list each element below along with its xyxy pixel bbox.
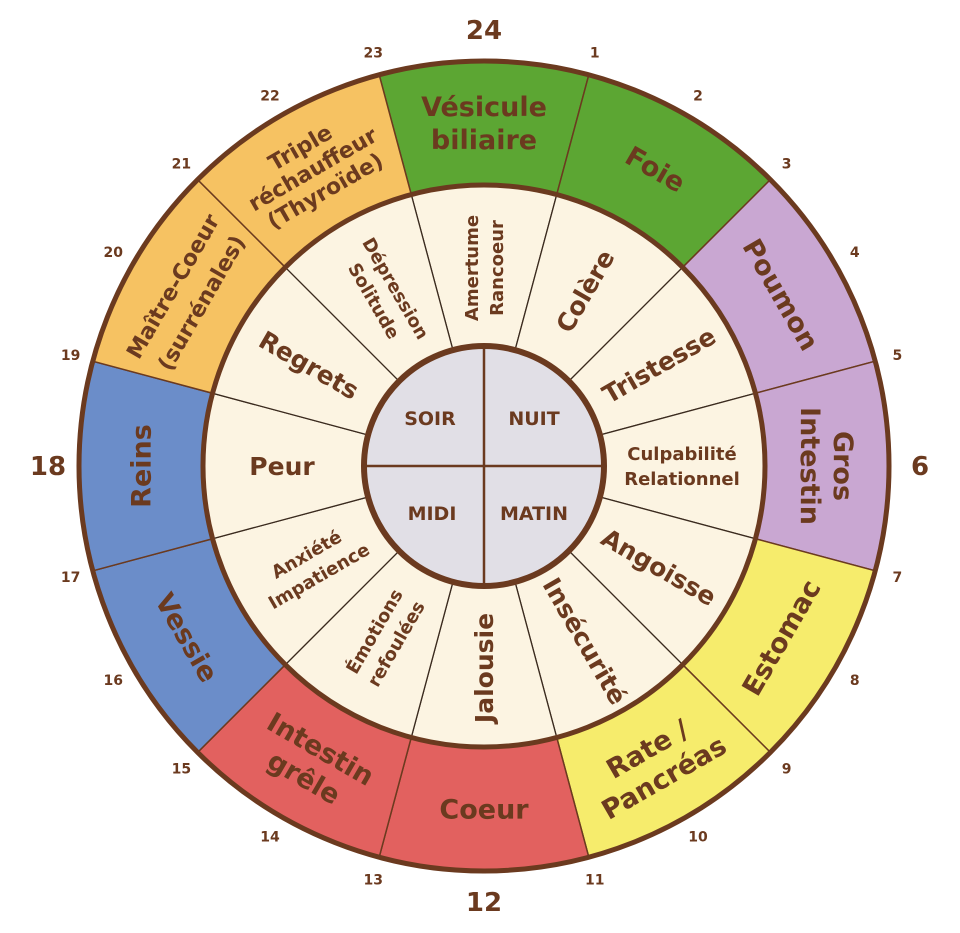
emotion-colere-segment: Colère: [514, 193, 684, 383]
hour-label-11: 11: [585, 872, 604, 888]
period-soir: SOIR: [404, 408, 456, 430]
emotion-peur-label: Peur: [249, 452, 315, 481]
emotion-angoisse-segment: Angoisse: [567, 496, 757, 666]
emotion-ring: Amertume Rancoeur ColèreTristesseCulpabili…: [200, 182, 768, 750]
emotion-culpabilite-relationnel-label-line: Culpabilité: [627, 444, 736, 465]
period-nuit: NUIT: [508, 408, 559, 430]
emotion-jalousie-label-line: Jalousie: [470, 613, 499, 725]
hour-label-6: 6: [911, 452, 929, 482]
organ-reins-label: Reins: [127, 424, 158, 508]
emotion-depression-solitude-segment: DépressionSolitude: [284, 193, 454, 383]
hour-label-7: 7: [893, 570, 903, 586]
hour-label-23: 23: [363, 46, 382, 62]
hour-label-15: 15: [172, 762, 191, 778]
hour-label-9: 9: [782, 762, 792, 778]
hour-label-22: 22: [260, 88, 279, 104]
organ-reins-segment: Reins: [78, 360, 214, 572]
hour-label-16: 16: [104, 673, 123, 689]
emotion-amertume-rancoeur-label-line: Rancoeur: [487, 220, 508, 316]
emotion-amertume-rancoeur-label-line: Amertume: [462, 215, 483, 321]
emotion-culpabilite-relationnel-label-line: Relationnel: [624, 469, 740, 490]
emotion-culpabilite-relationnel-label: Culpabilité Relationnel: [624, 444, 740, 490]
emotion-jalousie-segment: Jalousie: [410, 581, 558, 748]
middle-ring-border: [200, 182, 768, 750]
center-period-circle: SOIR NUIT MIDI MATIN: [361, 343, 607, 589]
outer-ring-border: [76, 58, 892, 874]
emotion-tristesse-segment: Tristesse: [567, 266, 757, 436]
hour-label-20: 20: [104, 245, 124, 261]
emotion-jalousie-label: Jalousie: [470, 613, 499, 725]
hour-label-8: 8: [850, 673, 860, 689]
organ-coeur-label: Coeur: [439, 795, 529, 826]
hour-label-2: 2: [693, 88, 703, 104]
organ-vesicule-biliaire-label-line: Vésicule: [421, 92, 547, 123]
hour-label-19: 19: [61, 348, 80, 364]
period-midi: MIDI: [408, 503, 457, 525]
hour-label-12: 12: [466, 888, 502, 918]
emotion-emotions-refoulees-segment: Émotionsrefoulées: [284, 549, 454, 739]
organ-gros-intestin-label: GrosIntestin: [794, 407, 858, 525]
period-matin: MATIN: [500, 503, 568, 525]
organ-vesicule-biliaire-label-line: biliaire: [431, 125, 537, 156]
organ-coeur-label-line: Coeur: [439, 795, 529, 826]
hour-label-21: 21: [172, 156, 191, 172]
organ-reins-label-line: Reins: [127, 424, 158, 508]
hour-label-1: 1: [590, 46, 600, 62]
hour-label-3: 3: [782, 156, 792, 172]
organ-gros-intestin-segment: GrosIntestin: [754, 360, 890, 572]
organ-vesicule-biliaire-segment: Vésicule biliaire: [378, 60, 590, 196]
organ-gros-intestin-label-line: Gros: [827, 431, 858, 501]
organ-vessie-segment: Vessie: [91, 537, 287, 754]
hour-label-18: 18: [30, 452, 66, 482]
hour-label-10: 10: [688, 830, 708, 846]
organ-poumon-segment: Poumon: [681, 178, 877, 395]
emotion-amertume-rancoeur-label: Amertume Rancoeur: [462, 215, 508, 321]
hour-label-4: 4: [850, 245, 860, 261]
hour-label-13: 13: [363, 872, 382, 888]
organ-intestin-grele-segment: Intestingrêle: [196, 663, 413, 859]
emotion-peur-label-line: Peur: [249, 452, 315, 481]
hour-label-24: 24: [466, 16, 502, 46]
hour-label-14: 14: [260, 830, 280, 846]
organ-coeur-segment: Coeur: [378, 736, 590, 872]
organ-vesicule-biliaire-label: Vésicule biliaire: [421, 92, 547, 156]
emotion-culpabilite-relationnel-segment: Culpabilité Relationnel: [599, 392, 766, 540]
organ-gros-intestin-label-line: Intestin: [794, 407, 825, 525]
hour-label-17: 17: [61, 570, 80, 586]
hour-label-5: 5: [893, 348, 903, 364]
